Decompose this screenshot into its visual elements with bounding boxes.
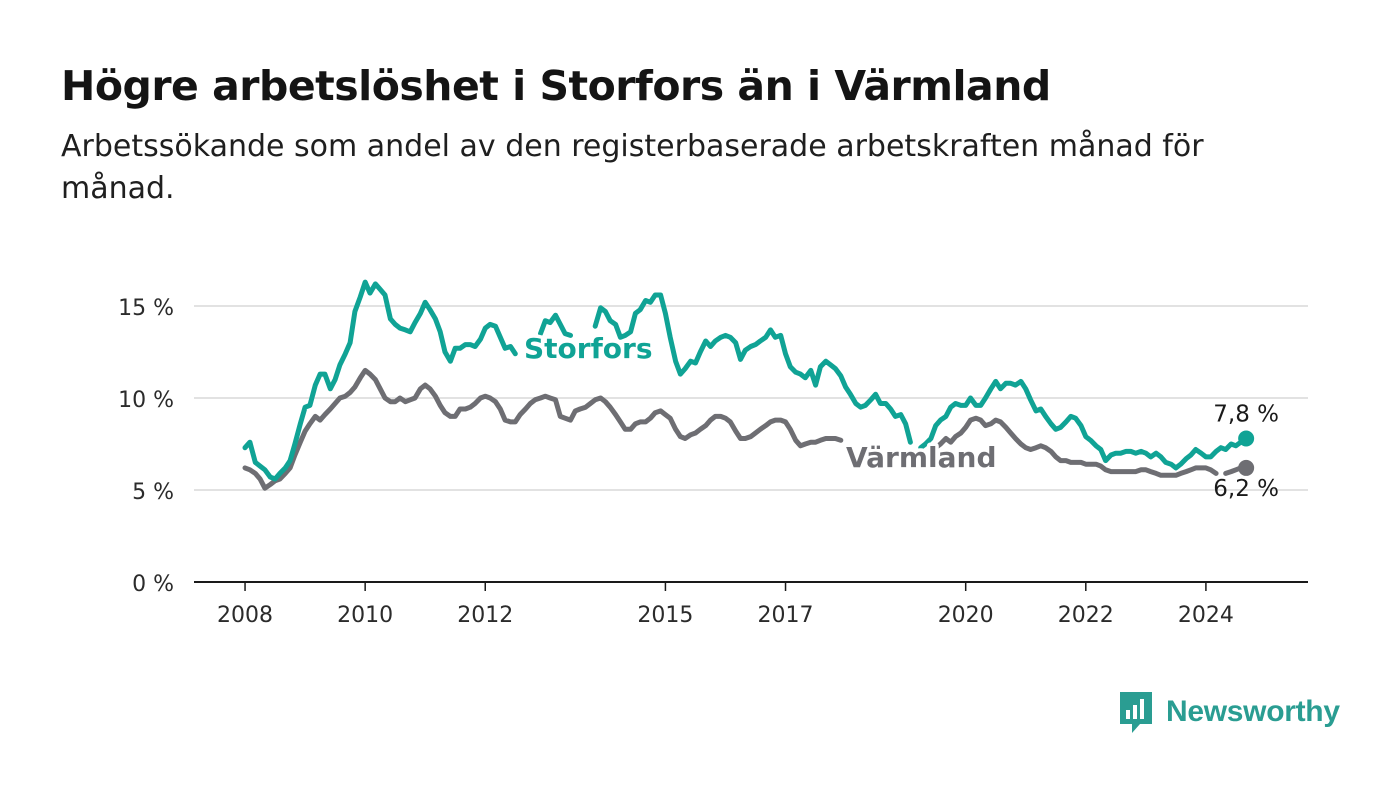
x-tick-label: 2022 xyxy=(1058,603,1114,628)
series-endpoint-varmland xyxy=(1238,459,1255,476)
brand-name: Newsworthy xyxy=(1166,695,1340,728)
series-label-storfors: Storfors xyxy=(524,332,653,365)
x-tick-label: 2008 xyxy=(217,603,273,628)
series-line-storfors xyxy=(242,279,1249,482)
x-tick-label: 2015 xyxy=(637,603,693,628)
x-tick-label: 2017 xyxy=(758,603,814,628)
series-label-varmland: Värmland xyxy=(846,441,997,474)
y-tick-label: 5 % xyxy=(132,480,174,505)
series-end-label-storfors: 7,8 % xyxy=(1213,401,1279,427)
x-tick-label: 2024 xyxy=(1178,603,1234,628)
chart-title: Högre arbetslöshet i Storfors än i Värml… xyxy=(61,62,1051,110)
bar-chart-icon xyxy=(1120,692,1152,733)
y-tick-label: 10 % xyxy=(118,388,174,413)
chart-subtitle: Arbetssökande som andel av den registerb… xyxy=(61,129,1204,206)
newsworthy-logo[interactable]: Newsworthy xyxy=(1118,690,1340,734)
series-line-varmland xyxy=(242,367,1249,491)
x-tick-label: 2010 xyxy=(337,603,393,628)
y-tick-label: 15 % xyxy=(118,296,174,321)
x-tick-label: 2020 xyxy=(938,603,994,628)
series-endpoint-storfors xyxy=(1238,430,1255,447)
x-tick-label: 2012 xyxy=(457,603,513,628)
y-tick-label: 0 % xyxy=(132,572,174,597)
series-end-label-varmland: 6,2 % xyxy=(1213,476,1279,502)
